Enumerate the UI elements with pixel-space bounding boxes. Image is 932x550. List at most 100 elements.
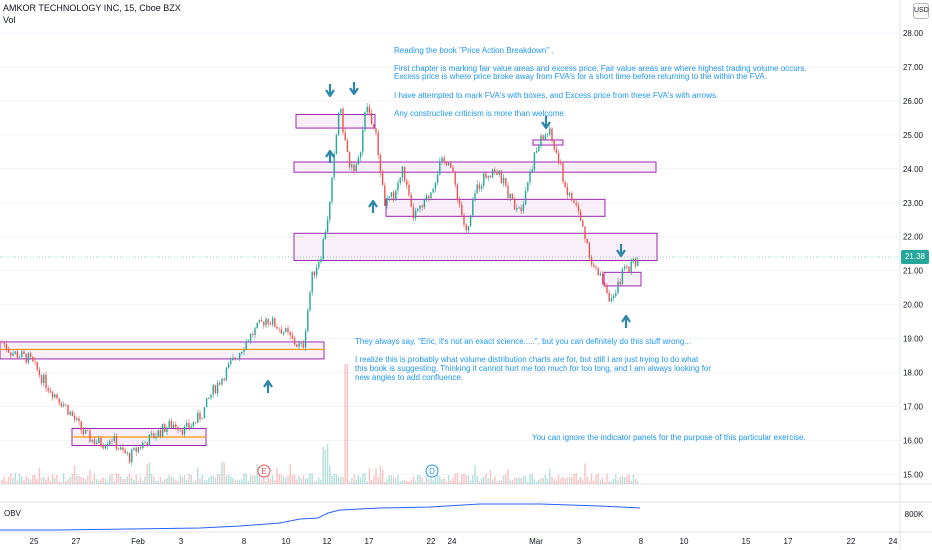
fva-box[interactable] [295, 113, 376, 129]
time-tick-label[interactable]: 22 [427, 537, 436, 546]
time-tick-label[interactable]: 8 [242, 537, 247, 546]
price-tick-label[interactable]: 23.00 [903, 199, 924, 208]
time-tick-label[interactable]: 10 [282, 537, 291, 546]
price-tick-label[interactable]: 20.00 [903, 301, 924, 310]
volume-bar [258, 474, 261, 484]
volume-bar [304, 478, 307, 484]
volume-bar [117, 473, 120, 484]
time-tick-label[interactable]: 3 [179, 537, 184, 546]
time-tick-label[interactable]: 10 [680, 537, 689, 546]
excess-down-arrow[interactable] [541, 116, 551, 130]
excess-up-arrow[interactable] [263, 379, 273, 393]
time-tick-label[interactable]: 25 [30, 537, 39, 546]
time-axis-labels[interactable]: 25 27 Feb 3 8 10 12 17 22 24 Mar 3 8 10 15 17 22 24 [30, 537, 898, 546]
annotation-realize-line3[interactable]: new angles to add confluence. [355, 373, 464, 382]
annotation-feedback-text[interactable]: Any constructive criticism is more than … [394, 109, 567, 118]
obv-indicator-label[interactable]: OBV [4, 509, 21, 518]
candle-body [227, 363, 230, 368]
excess-up-arrow[interactable] [368, 199, 378, 213]
time-tick-label[interactable]: Mar [529, 537, 543, 546]
support-levels[interactable] [0, 348, 324, 438]
dividend-marker[interactable]: D [425, 464, 439, 478]
volume-bar [214, 477, 217, 484]
excess-down-arrow[interactable] [349, 82, 359, 96]
annotation-excess-text[interactable]: Excess price is where price broke away f… [394, 72, 767, 81]
time-tick-label[interactable]: 27 [72, 537, 81, 546]
candle-body [260, 320, 263, 322]
candle-body [269, 323, 272, 325]
volume-bar [5, 481, 8, 484]
time-tick-label[interactable]: Feb [131, 537, 145, 546]
fair-value-area-boxes[interactable] [0, 113, 658, 446]
volume-bar [403, 479, 406, 484]
time-tick-label[interactable]: 8 [639, 537, 644, 546]
annotation-science-text[interactable]: They always say, "Eric, it's not an exac… [355, 337, 691, 346]
price-axis-labels[interactable]: 28.00 27.00 26.00 25.00 24.00 23.00 22.00 21.00… [903, 29, 924, 479]
price-tick-label[interactable]: 19.00 [903, 335, 924, 344]
volume-bar [502, 475, 505, 484]
volume-bar [36, 478, 38, 484]
time-tick-label[interactable]: 15 [742, 537, 751, 546]
candle-body [133, 447, 135, 450]
excess-up-arrow[interactable] [621, 314, 631, 328]
candle-body [14, 351, 16, 354]
price-tick-label[interactable]: 22.00 [903, 233, 924, 242]
symbol-title[interactable]: AMKOR TECHNOLOGY INC, 15, Cboe BZX [3, 3, 181, 13]
candle-body [419, 205, 421, 209]
price-tick-label[interactable]: 24.00 [903, 165, 924, 174]
price-tick-label[interactable]: 27.00 [903, 63, 924, 72]
price-tick-label[interactable]: 17.00 [903, 402, 924, 411]
price-grid [0, 32, 900, 475]
fva-box[interactable] [293, 161, 657, 173]
candle-body [76, 418, 78, 420]
annotation-ignore-indicators[interactable]: You can ignore the indicator panels for … [532, 433, 806, 442]
excess-down-arrow[interactable] [325, 84, 335, 98]
price-tick-label[interactable]: 15.00 [903, 470, 924, 479]
annotation-realize-line1[interactable]: I realize this is probably what volume d… [355, 355, 699, 364]
time-tick-label[interactable]: 3 [577, 537, 582, 546]
volume-bar [73, 465, 76, 484]
volume-bar [194, 479, 197, 484]
price-tick-label[interactable]: 25.00 [903, 131, 924, 140]
price-tick-label[interactable]: 16.00 [903, 436, 924, 445]
candle-body [496, 172, 498, 175]
candle-body [122, 447, 124, 450]
annotation-book-title[interactable]: Reading the book "Price Action Breakdown… [394, 46, 554, 55]
fva-box[interactable] [532, 139, 564, 146]
price-tick-label[interactable]: 21.00 [903, 267, 924, 276]
candle-body [597, 268, 599, 276]
candle-body [483, 173, 485, 186]
earnings-marker[interactable]: E [257, 464, 271, 478]
excess-price-arrows[interactable] [263, 82, 631, 393]
candle-body [326, 219, 329, 232]
price-tick-label[interactable]: 28.00 [903, 29, 924, 38]
candle-body [36, 361, 38, 370]
volume-indicator-label[interactable]: Vol [3, 15, 16, 25]
time-tick-label[interactable]: 12 [323, 537, 332, 546]
candle-body [38, 369, 41, 376]
annotation-method-text[interactable]: I have attempted to mark FVA's with boxe… [394, 91, 719, 100]
candle-body [265, 318, 267, 326]
volume-bar [564, 478, 566, 484]
excess-down-arrow[interactable] [616, 244, 626, 258]
time-tick-label[interactable]: 24 [448, 537, 457, 546]
volume-bar [529, 474, 531, 484]
candle-body [54, 394, 56, 398]
volume-bar [362, 473, 364, 484]
currency-button[interactable]: USD [913, 3, 929, 19]
time-tick-label[interactable]: 22 [847, 537, 856, 546]
candle-body [219, 382, 221, 385]
time-tick-label[interactable]: 17 [365, 537, 374, 546]
time-tick-label[interactable]: 24 [889, 537, 898, 546]
time-tick-label[interactable]: 17 [784, 537, 793, 546]
price-tick-label[interactable]: 18.00 [903, 369, 924, 378]
price-tick-label[interactable]: 26.00 [903, 97, 924, 106]
volume-bar [100, 479, 102, 484]
fva-box[interactable] [385, 198, 606, 217]
annotation-chapter-text[interactable]: First chapter is marking fair value area… [394, 64, 807, 73]
excess-up-arrow[interactable] [325, 149, 335, 163]
fva-box[interactable] [0, 341, 325, 360]
annotation-realize-line2[interactable]: this book is suggesting. Thinking it can… [355, 364, 712, 373]
fva-box[interactable] [293, 232, 658, 261]
